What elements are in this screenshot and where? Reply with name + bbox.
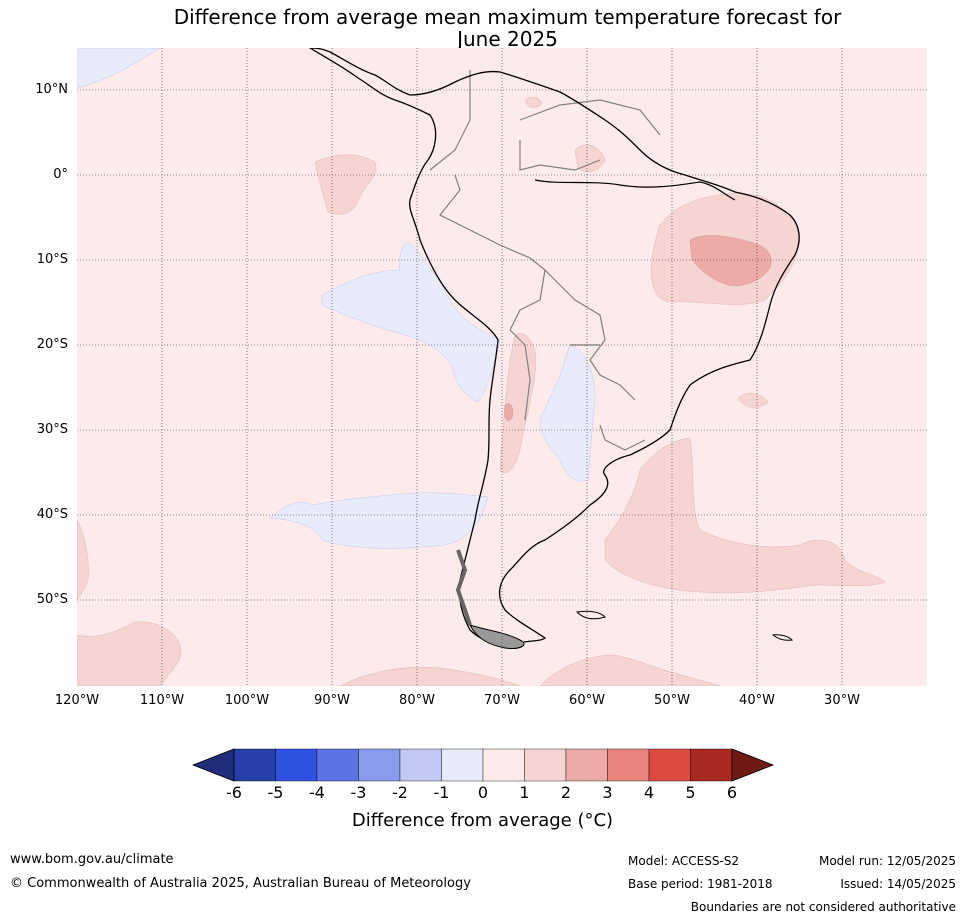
lon-label-120w: 120°W	[54, 693, 100, 708]
colorbar-label: Difference from average (°C)	[351, 810, 614, 831]
south-america-coastline	[308, 48, 800, 646]
lat-label-50s: 50°S	[36, 592, 68, 607]
colorbar-segment	[316, 748, 359, 782]
lon-label-30w: 30°W	[824, 693, 860, 708]
warm-region-atlantic-small	[737, 392, 769, 408]
colorbar-segment	[233, 748, 276, 782]
lat-label-40s: 40°S	[36, 507, 68, 522]
lon-label-110w: 110°W	[139, 693, 185, 708]
lat-label-20s: 20°S	[36, 337, 68, 352]
colorbar-segment	[482, 748, 525, 782]
colorbar-segment	[358, 748, 401, 782]
colorbar-segment	[648, 748, 691, 782]
cool-region-pacific-central	[321, 242, 501, 403]
colorbar-segment	[565, 748, 608, 782]
warm-region-galapagos	[314, 154, 377, 215]
warm-region-atlantic-south	[604, 437, 886, 594]
warm-core-northeast-brazil	[689, 235, 772, 286]
footer-model-run: Model run: 12/05/2025	[818, 854, 956, 868]
warm-region-west-edge	[77, 519, 89, 601]
lat-label-10n: 10°N	[35, 82, 68, 97]
map-title-line1: Difference from average mean maximum tem…	[173, 5, 842, 29]
colorbar-tick-label: -4	[309, 783, 325, 802]
lat-label-30s: 30°S	[36, 422, 68, 437]
lon-label-50w: 50°W	[654, 693, 690, 708]
warm-region-southwest	[77, 621, 182, 686]
lat-label-10s: 10°S	[36, 252, 68, 267]
warm-region-venezuela-coast	[524, 96, 543, 108]
warm-region-andes	[499, 333, 537, 474]
colorbar-segment	[275, 748, 318, 782]
colorbar-tick-label: 5	[685, 783, 696, 802]
cool-region-argentina	[539, 344, 596, 482]
footer-url[interactable]: www.bom.gov.au/climate	[10, 852, 174, 867]
colorbar-segment	[690, 748, 733, 782]
lat-label-0: 0°	[53, 167, 68, 182]
amazon-river	[534, 179, 736, 201]
warm-region-south-east	[539, 654, 721, 686]
south-georgia	[771, 634, 794, 641]
warm-core-andes	[504, 403, 514, 421]
colorbar-tick-label: 4	[643, 783, 655, 802]
colorbar-tick-label: 1	[519, 783, 530, 802]
colorbar-tick-label: 2	[560, 783, 572, 802]
footer-base-period: Base period: 1981-2018	[628, 877, 773, 891]
cool-region-pacific-south	[269, 492, 489, 549]
tierra-del-fuego	[468, 624, 525, 649]
footer-disclaimer: Boundaries are not considered authoritat…	[690, 900, 956, 914]
lon-label-40w: 40°W	[739, 693, 775, 708]
colorbar-extend-low	[191, 748, 235, 782]
falkland-islands	[575, 610, 606, 620]
cool-region-northwest	[77, 48, 161, 89]
footer-issued: Issued: 14/05/2025	[840, 877, 956, 891]
colorbar-tick-label: -2	[392, 783, 408, 802]
footer-model: Model: ACCESS-S2	[628, 854, 740, 868]
colorbar-tick-label: 6	[726, 783, 738, 802]
temperature-anomaly-map	[77, 48, 927, 686]
lon-label-100w: 100°W	[224, 693, 270, 708]
map-title-line2: June 2025	[457, 27, 558, 51]
map-gridlines	[77, 48, 927, 686]
colorbar-segment	[441, 748, 484, 782]
chile-fjords	[455, 549, 472, 626]
colorbar-tick-label: -5	[267, 783, 284, 802]
colorbar-extend-high	[731, 748, 775, 782]
colorbar-tick-label: -6	[226, 783, 242, 802]
warm-region-south-center	[339, 666, 521, 686]
lon-label-80w: 80°W	[399, 693, 435, 708]
lon-label-70w: 70°W	[484, 693, 520, 708]
footer-copyright: © Commonwealth of Australia 2025, Austra…	[10, 876, 471, 891]
colorbar-segment	[399, 748, 442, 782]
colorbar-segment	[524, 748, 567, 782]
colorbar-segment	[607, 748, 650, 782]
lon-label-90w: 90°W	[314, 693, 350, 708]
colorbar-tick-label: -1	[433, 783, 450, 802]
warm-region-guiana	[574, 144, 606, 172]
colorbar-tick-label: -3	[350, 783, 367, 802]
colorbar-tick-label: 3	[602, 783, 613, 802]
lon-label-60w: 60°W	[569, 693, 605, 708]
colorbar-tick-label: 0	[477, 783, 489, 802]
